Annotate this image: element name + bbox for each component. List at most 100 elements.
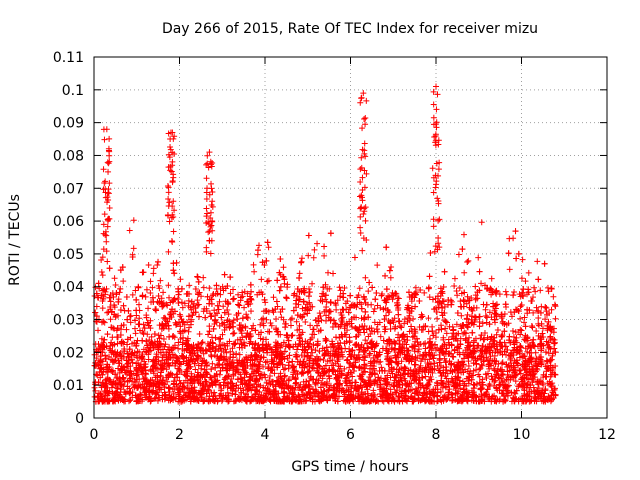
data-point xyxy=(209,360,216,367)
data-point xyxy=(104,309,111,316)
data-point xyxy=(195,362,202,369)
data-point xyxy=(295,301,302,308)
data-point xyxy=(126,346,133,353)
data-point xyxy=(486,381,493,388)
data-point xyxy=(475,371,482,378)
data-point xyxy=(344,356,351,363)
data-point xyxy=(120,398,127,405)
data-point xyxy=(126,227,133,234)
data-point xyxy=(433,379,440,386)
data-point xyxy=(498,360,505,367)
data-points xyxy=(91,83,559,405)
data-point xyxy=(506,266,513,273)
data-point xyxy=(452,390,459,397)
data-point xyxy=(181,300,188,307)
data-point xyxy=(464,311,471,318)
data-point xyxy=(135,284,142,291)
data-point xyxy=(120,302,127,309)
data-point xyxy=(436,351,443,358)
data-point xyxy=(308,335,315,342)
data-point xyxy=(362,368,369,375)
data-point xyxy=(165,282,172,289)
data-point xyxy=(145,261,152,268)
data-point xyxy=(416,298,423,305)
data-point xyxy=(271,370,278,377)
data-point xyxy=(388,263,395,270)
data-point xyxy=(195,340,202,347)
data-point xyxy=(104,258,111,265)
data-point xyxy=(282,365,289,372)
data-point xyxy=(493,331,500,338)
data-point xyxy=(132,287,139,294)
data-point xyxy=(225,311,232,318)
data-point xyxy=(416,323,423,330)
data-point xyxy=(225,397,232,404)
data-point xyxy=(151,330,158,337)
data-point xyxy=(219,283,226,290)
data-point xyxy=(227,274,234,281)
data-point xyxy=(221,271,228,278)
data-point xyxy=(252,345,259,352)
data-point xyxy=(426,294,433,301)
data-point xyxy=(533,328,540,335)
data-point xyxy=(530,294,537,301)
data-point xyxy=(535,315,542,322)
data-point xyxy=(141,374,148,381)
data-point xyxy=(262,374,269,381)
data-point xyxy=(248,296,255,303)
data-point xyxy=(250,322,257,329)
data-point xyxy=(160,289,167,296)
data-point xyxy=(133,296,140,303)
data-point xyxy=(446,386,453,393)
data-point xyxy=(276,287,283,294)
data-point xyxy=(239,289,246,296)
data-point xyxy=(529,324,536,331)
data-point xyxy=(93,355,100,362)
data-point xyxy=(95,327,102,334)
data-point xyxy=(224,342,231,349)
data-point xyxy=(430,355,437,362)
data-point xyxy=(469,329,476,336)
data-point xyxy=(127,312,134,319)
data-point xyxy=(200,274,207,281)
data-point xyxy=(259,291,266,298)
data-point xyxy=(460,349,467,356)
data-point xyxy=(356,356,363,363)
data-point xyxy=(448,298,455,305)
data-point xyxy=(417,358,424,365)
data-point xyxy=(147,278,154,285)
data-point xyxy=(275,331,282,338)
data-point xyxy=(465,362,472,369)
data-point xyxy=(415,341,422,348)
data-point xyxy=(534,307,541,314)
data-point xyxy=(133,312,140,319)
data-point xyxy=(155,293,162,300)
data-point xyxy=(442,318,449,325)
data-point xyxy=(321,380,328,387)
data-point xyxy=(175,339,182,346)
data-point xyxy=(312,347,319,354)
data-point xyxy=(111,275,118,282)
data-point xyxy=(328,362,335,369)
data-point xyxy=(149,284,156,291)
data-point xyxy=(348,323,355,330)
data-point xyxy=(236,344,243,351)
data-point xyxy=(530,336,537,343)
data-point xyxy=(488,286,495,293)
data-point xyxy=(523,337,529,344)
data-point xyxy=(230,286,237,293)
data-point xyxy=(460,231,467,238)
data-point xyxy=(217,291,224,298)
data-point xyxy=(324,397,331,404)
data-point xyxy=(296,326,303,333)
data-point xyxy=(521,353,528,360)
data-point xyxy=(132,330,139,337)
data-point xyxy=(451,282,458,289)
data-point xyxy=(311,246,318,253)
data-point xyxy=(517,315,524,322)
data-point xyxy=(512,390,519,397)
data-point xyxy=(438,326,445,333)
data-point xyxy=(145,351,152,358)
data-point xyxy=(148,333,155,340)
data-point xyxy=(300,311,307,318)
